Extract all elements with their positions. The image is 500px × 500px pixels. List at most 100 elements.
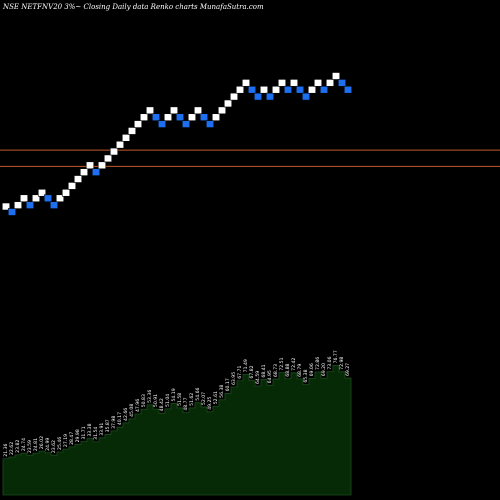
volume-label: 51.58 (177, 393, 183, 406)
renko-brick-down (49, 201, 59, 209)
volume-label: 40.17 (117, 412, 123, 425)
renko-brick-down (319, 85, 329, 94)
renko-brick-up (145, 106, 155, 115)
volume-label: 31.71 (81, 426, 87, 439)
volume-label: 33.91 (99, 423, 105, 436)
renko-brick-down (151, 113, 161, 122)
renko-brick-up (169, 106, 179, 115)
volume-label: 47.96 (135, 399, 141, 412)
volume-label: 64.59 (255, 371, 261, 384)
renko-brick-up (139, 113, 149, 122)
volume-label: 67.82 (249, 365, 255, 378)
renko-brick-up (217, 106, 227, 115)
volume-label: 22.62 (9, 442, 15, 455)
volume-label: 65.38 (303, 369, 309, 382)
renko-brick-up (133, 120, 143, 128)
volume-label: 69.06 (309, 363, 315, 376)
volume-label: 33.38 (87, 423, 93, 436)
volume-label: 24.99 (45, 438, 51, 451)
volume-label: 68.88 (285, 364, 291, 377)
volume-label: 51.62 (189, 393, 195, 406)
renko-brick-down (43, 194, 53, 203)
volume-label: 23.62 (51, 440, 57, 453)
renko-brick-down (7, 208, 17, 216)
volume-label: 67.71 (237, 366, 243, 379)
renko-brick-up (103, 154, 113, 163)
volume-label: 54.66 (195, 387, 201, 400)
volume-label: 26.02 (39, 436, 45, 449)
renko-brick-up (241, 79, 251, 87)
volume-label: 68.79 (297, 364, 303, 377)
renko-brick-up (325, 79, 335, 87)
volume-label: 23.59 (27, 440, 33, 453)
volume-label: 50.83 (141, 394, 147, 407)
renko-brick-down (265, 92, 275, 101)
volume-area (2, 365, 352, 496)
reference-lines (0, 149, 500, 167)
renko-brick-up (259, 85, 269, 94)
volume-label: 51.04 (165, 394, 171, 407)
renko-brick-down (199, 113, 209, 122)
renko-brick-up (109, 147, 119, 156)
renko-brick-up (121, 134, 131, 142)
volume-fill (2, 365, 352, 496)
volume-label: 49.25 (207, 397, 213, 410)
renko-bricks (1, 72, 353, 216)
renko-brick-down (283, 85, 293, 94)
renko-brick-up (37, 188, 47, 197)
volume-label: 53.36 (147, 390, 153, 403)
volume-label: 21.36 (3, 443, 9, 456)
renko-brick-up (13, 201, 23, 209)
renko-brick-up (31, 194, 41, 203)
renko-brick-up (67, 182, 77, 190)
renko-brick-down (205, 120, 215, 128)
renko-brick-down (91, 168, 101, 176)
renko-brick-up (193, 106, 203, 115)
renko-brick-up (55, 194, 65, 203)
volume-label: 71.49 (243, 359, 249, 372)
renko-brick-up (223, 99, 233, 108)
volume-label: 73.06 (327, 356, 333, 369)
volume-label: 48.42 (159, 398, 165, 411)
renko-brick-up (313, 79, 323, 87)
volume-label: 72.51 (279, 357, 285, 370)
renko-brick-down (25, 201, 35, 209)
volume-label: 72.86 (315, 357, 321, 370)
volume-label: 56.38 (219, 385, 225, 398)
volume-label: 35.87 (105, 419, 111, 432)
volume-label: 48.77 (183, 397, 189, 410)
volume-label: 24.81 (33, 438, 39, 451)
volume-label: 72.42 (291, 358, 297, 371)
renko-brick-down (301, 92, 311, 101)
renko-brick-down (343, 85, 353, 94)
renko-brick-up (277, 79, 287, 87)
volume-label: 28.47 (69, 432, 75, 445)
renko-brick-up (229, 92, 239, 101)
volume-label: 69.20 (321, 363, 327, 376)
volume-label: 69.27 (345, 363, 351, 376)
renko-brick-up (235, 85, 245, 94)
renko-brick-up (211, 113, 221, 122)
volume-label: 42.66 (123, 408, 129, 421)
renko-brick-down (247, 85, 257, 94)
volume-label: 37.98 (111, 416, 117, 429)
volume-labels: 21.36 22.62 23.82 24.74 23.59 24.81 26.02 24.99… (3, 350, 351, 457)
renko-brick-up (19, 194, 29, 203)
renko-brick-down (157, 120, 167, 128)
volume-label: 68.41 (261, 364, 267, 377)
renko-brick-up (115, 140, 125, 149)
renko-brick-down (181, 120, 191, 128)
volume-label: 64.95 (267, 370, 273, 383)
volume-label: 63.95 (231, 372, 237, 385)
renko-brick-up (97, 161, 107, 170)
volume-label: 50.91 (153, 394, 159, 407)
volume-label: 23.82 (15, 440, 21, 453)
volume-label: 60.17 (225, 378, 231, 391)
renko-brick-down (175, 113, 185, 122)
volume-label: 52.61 (213, 391, 219, 404)
renko-brick-up (61, 188, 71, 197)
renko-brick-up (85, 161, 95, 170)
volume-label: 72.98 (339, 357, 345, 370)
renko-brick-up (187, 113, 197, 122)
